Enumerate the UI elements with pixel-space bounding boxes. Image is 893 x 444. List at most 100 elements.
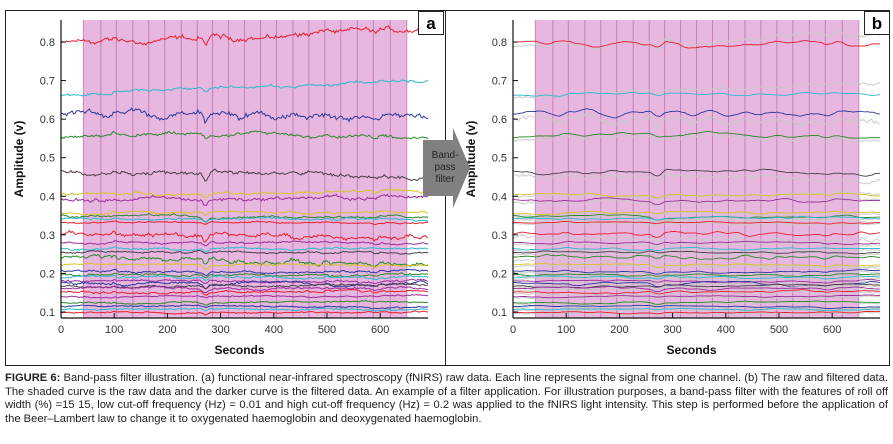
y-tick-label: 0.4	[492, 191, 507, 203]
filtered-series-line-ch21	[512, 279, 881, 284]
y-tick-label: 0.2	[40, 268, 55, 280]
raw-series-line-ch7	[512, 196, 881, 209]
x-tick-label: 500	[318, 324, 336, 336]
filtered-series-line-ch11	[512, 220, 881, 225]
filtered-series-line-ch2	[513, 92, 881, 97]
series-line-ch19	[60, 272, 429, 279]
series-line-ch28	[60, 304, 429, 310]
filtered-series-line-ch6	[512, 192, 881, 199]
raw-series-line-ch6	[512, 190, 881, 201]
series-line-ch12	[60, 229, 429, 243]
figure-plots: 0.1 0.2 0.3 0.4 0.5 0.6 0.7 0.8 0 100 200 300 400 500…	[12, 20, 881, 357]
chart-panel-b: 0.1 0.2 0.3 0.4 0.5 0.6 0.7 0.8 0 100 200 300 400 500…	[464, 20, 881, 357]
x-tick-label: 0	[510, 324, 516, 336]
series-line-ch2	[60, 79, 429, 97]
x-tick-label: 500	[770, 324, 788, 336]
raw-series-line-ch24	[512, 286, 881, 295]
raw-series-line-ch23	[512, 284, 881, 292]
panel-label-a: a	[418, 11, 444, 35]
filtered-series-line-ch26	[512, 294, 881, 299]
series-line-ch4	[60, 130, 429, 140]
raw-series-line-ch17	[512, 263, 881, 272]
filtered-series-line-ch28	[513, 304, 881, 310]
raw-series-line-ch19	[512, 273, 881, 280]
filtered-series-line-ch30	[513, 311, 881, 315]
x-tick-label: 300	[211, 324, 229, 336]
series-line-ch11	[60, 220, 429, 226]
y-tick-label: 0.8	[492, 37, 507, 49]
raw-series-line-ch27	[512, 301, 881, 307]
raw-series-line-ch18	[512, 270, 881, 278]
y-tick-label: 0.3	[40, 230, 55, 242]
series-line-ch24	[60, 285, 429, 294]
x-tick-label: 600	[371, 324, 389, 336]
y-tick-label: 0.3	[492, 230, 507, 242]
x-tick-label: 300	[663, 324, 681, 336]
band-pass-arrow-icon	[423, 128, 470, 208]
series-line-ch5	[60, 168, 429, 182]
filtered-series-line-ch3	[512, 108, 881, 119]
x-axis-label: Seconds	[215, 343, 265, 357]
filtered-series-line-ch17	[513, 262, 881, 269]
y-axis-label: Amplitude (v)	[464, 121, 478, 198]
y-tick-label: 0.5	[40, 153, 55, 165]
series-line-ch8	[60, 210, 429, 216]
raw-series-line-ch8	[512, 211, 881, 218]
filtered-series-line-ch25	[512, 289, 881, 295]
series-line-ch17	[60, 262, 429, 270]
series-line-ch30	[61, 310, 429, 316]
filtered-series-line-ch16	[512, 254, 881, 260]
series-line-ch13	[60, 240, 429, 247]
series-line-ch14	[60, 246, 429, 253]
y-tick-label: 0.1	[492, 307, 507, 319]
raw-series-line-ch14	[512, 247, 881, 255]
x-tick-label: 100	[105, 324, 123, 336]
raw-series-line-ch9	[512, 214, 881, 225]
raw-series-line-ch1	[512, 29, 881, 51]
filtered-series-line-ch1	[512, 40, 881, 49]
filtered-series-line-ch12	[512, 230, 881, 238]
series-line-ch9	[60, 212, 429, 223]
raw-series-line-ch30	[513, 311, 881, 318]
series-line-ch6	[60, 188, 429, 199]
y-tick-label: 0.7	[40, 76, 55, 88]
raw-series-line-ch15	[512, 251, 881, 257]
series-line-ch10	[60, 216, 429, 223]
x-tick-label: 100	[557, 324, 575, 336]
arrow-label-line: Band-	[431, 150, 459, 161]
series-line-ch15	[60, 250, 429, 255]
filtered-series-line-ch29	[513, 307, 881, 312]
raw-series-line-ch13	[512, 241, 881, 249]
filtered-series-line-ch24	[512, 286, 881, 292]
filtered-series-line-ch4	[512, 130, 881, 139]
y-tick-label: 0.5	[492, 153, 507, 165]
series-line-ch20	[60, 274, 429, 281]
raw-series-line-ch22	[512, 282, 881, 292]
y-tick-label: 0.6	[40, 114, 55, 126]
filtered-series-line-ch19	[512, 273, 881, 277]
filtered-series-line-ch18	[513, 269, 881, 275]
filtered-series-line-ch10	[512, 215, 881, 221]
series-line-ch18	[60, 268, 429, 277]
series-line-ch29	[60, 307, 429, 312]
arrow-label-line: pass	[434, 162, 456, 173]
x-tick-label: 200	[610, 324, 628, 336]
y-tick-label: 0.7	[492, 76, 507, 88]
raw-series-line-ch3	[512, 112, 881, 130]
raw-series-line-ch25	[512, 290, 881, 298]
raw-series-line-ch10	[512, 217, 881, 225]
filtered-series-line-ch20	[512, 275, 881, 280]
series-line-ch23	[60, 282, 429, 290]
raw-series-line-ch26	[512, 295, 881, 300]
series-line-ch1	[60, 25, 429, 47]
y-axis-label: Amplitude (v)	[12, 121, 26, 198]
figure-caption: FIGURE 6: Band-pass filter illustration.…	[5, 372, 888, 426]
band-pass-filter-label: Band- pass filter	[425, 150, 465, 186]
shaded-stimulus-region	[83, 20, 407, 318]
y-tick-label: 0.2	[492, 268, 507, 280]
raw-series-line-ch29	[512, 308, 881, 313]
caption-label: FIGURE 6:	[5, 372, 61, 384]
filtered-series-line-ch27	[512, 300, 881, 305]
raw-series-line-ch11	[512, 221, 881, 227]
filtered-series-line-ch5	[512, 168, 881, 177]
